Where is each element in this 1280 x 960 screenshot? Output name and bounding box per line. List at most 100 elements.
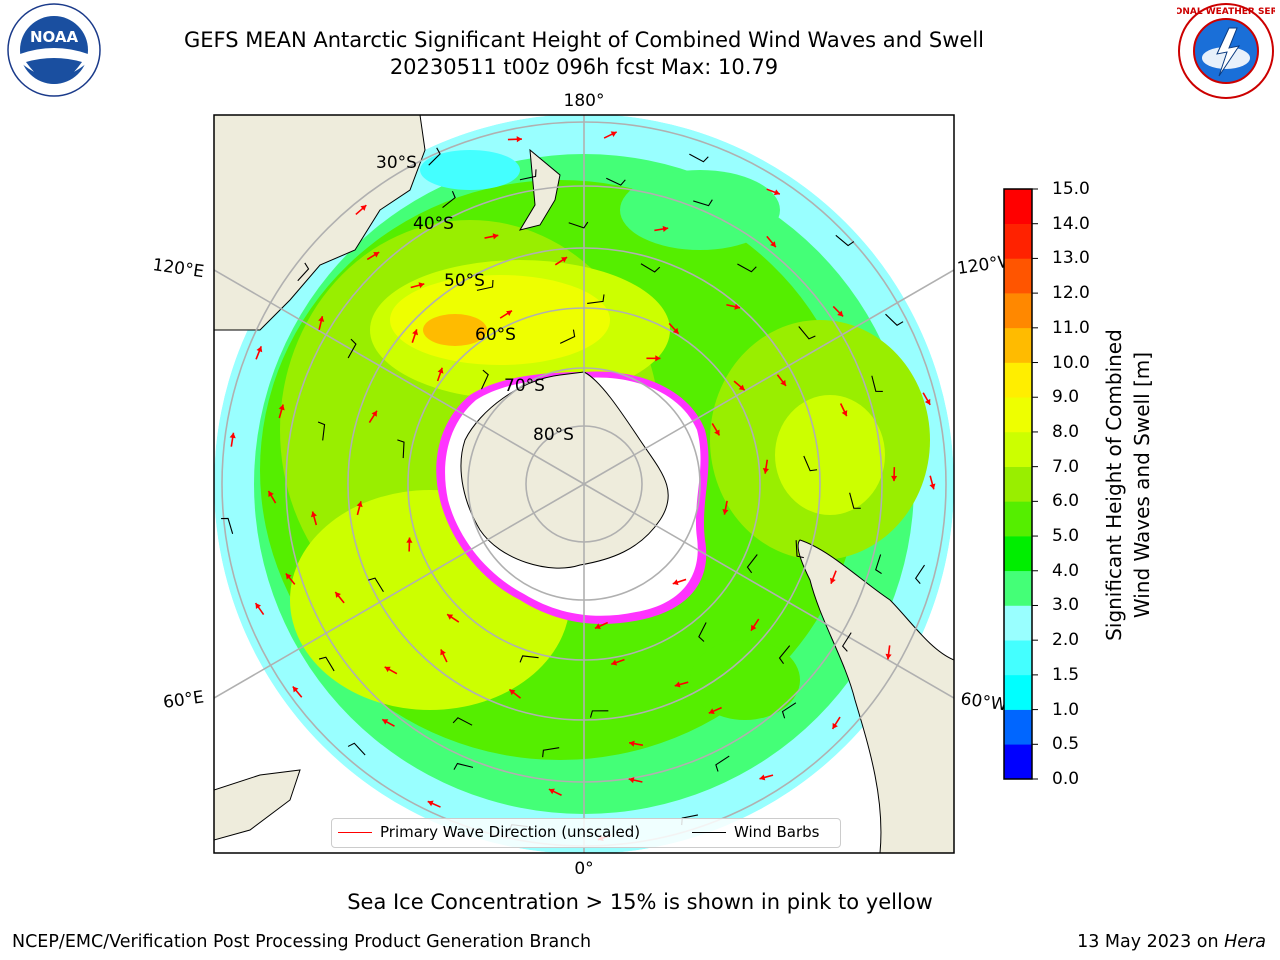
wind-barb	[798, 326, 816, 340]
wave-direction-arrowhead	[672, 327, 679, 334]
chart-subtitle: 20230511 t00z 096h fcst Max: 10.79	[389, 55, 779, 79]
wind-barb	[519, 655, 539, 663]
wave-direction-arrowhead	[561, 257, 568, 263]
antarctica	[460, 371, 669, 569]
colorbar-tick-label: 0.5	[1052, 734, 1080, 755]
wave-direction-arrowhead	[628, 777, 635, 784]
footer-date-text: 13 May 2023 on	[1077, 932, 1225, 952]
wave-direction-arrowhead	[509, 689, 516, 696]
wave-direction-arrowhead	[447, 614, 454, 620]
wave-direction-arrowhead	[229, 432, 236, 439]
wave-direction-arrowhead	[440, 649, 446, 656]
wind-barb	[914, 564, 925, 585]
noaa-logo: NOAA	[7, 3, 101, 97]
wind-barb	[589, 710, 609, 718]
colorbar-segment	[1004, 397, 1032, 433]
colorbar-segment	[1004, 466, 1032, 502]
colorbar-tick-label: 2.0	[1052, 630, 1080, 651]
wave-direction-arrowhead	[268, 491, 274, 498]
wind-barb	[481, 369, 489, 390]
lon-label-120e: 120°E	[151, 255, 205, 282]
wave-direction-arrowhead	[891, 475, 898, 482]
colorbar-segment	[1004, 744, 1032, 780]
colorbar-tick-label: 6.0	[1052, 491, 1080, 512]
wave-direction-arrowhead	[829, 577, 836, 584]
wind-barb	[442, 190, 456, 208]
south-america	[797, 539, 954, 853]
wave-direction-arrowhead	[924, 398, 931, 405]
wave-direction-arrowhead	[714, 429, 720, 436]
lat-label-50s: 50°S	[444, 271, 485, 291]
australia	[214, 115, 426, 331]
lon-label-60e: 60°E	[162, 687, 205, 712]
colorbar-segment	[1004, 605, 1032, 641]
wind-barb	[397, 439, 405, 459]
legend-red-line	[338, 831, 372, 833]
legend-wave-direction: Primary Wave Direction (unscaled)	[338, 823, 640, 841]
colorbar-segment	[1004, 293, 1032, 329]
wind-barb	[559, 329, 576, 344]
lat-label-60s: 60°S	[475, 325, 516, 345]
wind-barb	[318, 656, 335, 672]
wind-barb	[885, 313, 904, 326]
wave-direction-arrowhead	[738, 384, 745, 391]
colorbar-segment	[1004, 501, 1032, 537]
wave-direction-arrowhead	[780, 379, 786, 386]
wind-barb	[519, 169, 537, 181]
svg-text:NATIONAL WEATHER SERVICE: NATIONAL WEATHER SERVICE	[1177, 7, 1275, 17]
wave-direction-arrowhead	[492, 233, 499, 240]
wind-barb	[568, 221, 589, 229]
wave-direction-arrowhead	[427, 800, 434, 807]
colorbar-segment	[1004, 431, 1032, 467]
wind-barb	[476, 279, 494, 291]
sea-ice-footnote: Sea Ice Concentration > 15% is shown in …	[347, 890, 933, 914]
wind-barb	[347, 338, 357, 359]
wind-barb	[689, 153, 709, 163]
wind-barb	[698, 622, 707, 642]
wind-barb	[587, 294, 605, 305]
colorbar-tick-label: 7.0	[1052, 456, 1080, 477]
noaa-logo-text: NOAA	[30, 28, 79, 46]
wave-direction-arrowhead	[762, 468, 769, 474]
colorbar-segment	[1004, 258, 1032, 294]
wave-direction-arrowhead	[437, 367, 444, 374]
wind-barb	[693, 199, 713, 207]
colorbar-tick-label: 15.0	[1052, 179, 1090, 199]
wave-direction-arrowhead	[662, 225, 669, 233]
africa	[214, 769, 301, 841]
wave-direction-arrowhead	[335, 591, 341, 598]
colorbar-segment	[1004, 709, 1032, 745]
colorbar-tick-label: 1.0	[1052, 699, 1080, 720]
wave-direction-arrowhead	[356, 501, 363, 508]
legend-wind-barbs-label: Wind Barbs	[734, 823, 820, 841]
wave-direction-arrowhead	[318, 316, 325, 322]
wave-direction-arrowhead	[292, 686, 299, 693]
legend-wind-barbs: Wind Barbs	[692, 823, 819, 841]
wave-direction-arrowhead	[773, 189, 780, 196]
wave-direction-arrowhead	[278, 404, 285, 411]
colorbar-segment	[1004, 674, 1032, 710]
wind-barb	[452, 717, 473, 726]
wind-barb	[803, 455, 818, 472]
wind-barb	[453, 762, 474, 770]
wind-barb	[835, 234, 855, 247]
wind-barb	[347, 742, 366, 756]
wave-direction-arrowhead	[360, 205, 367, 211]
wind-barb	[795, 540, 804, 559]
wind-barb	[746, 554, 758, 574]
wind-barb	[297, 262, 310, 282]
wind-barb	[737, 263, 757, 273]
wave-direction-arrowhead	[832, 722, 838, 729]
wave-direction-arrowhead	[841, 410, 848, 417]
wave-direction-arrowhead	[255, 603, 262, 610]
wave-direction-arrowhead	[885, 653, 892, 660]
wind-barb	[849, 492, 861, 509]
wave-direction-arrowhead	[412, 329, 419, 336]
wind-barb	[841, 632, 852, 652]
wave-direction-arrowhead	[751, 624, 757, 631]
wind-barb	[542, 747, 560, 758]
wind-barb	[368, 577, 384, 593]
lon-label-180: 180°	[564, 91, 605, 111]
colorbar-segment	[1004, 223, 1032, 259]
lon-label-60w: 60°W	[959, 689, 1008, 715]
